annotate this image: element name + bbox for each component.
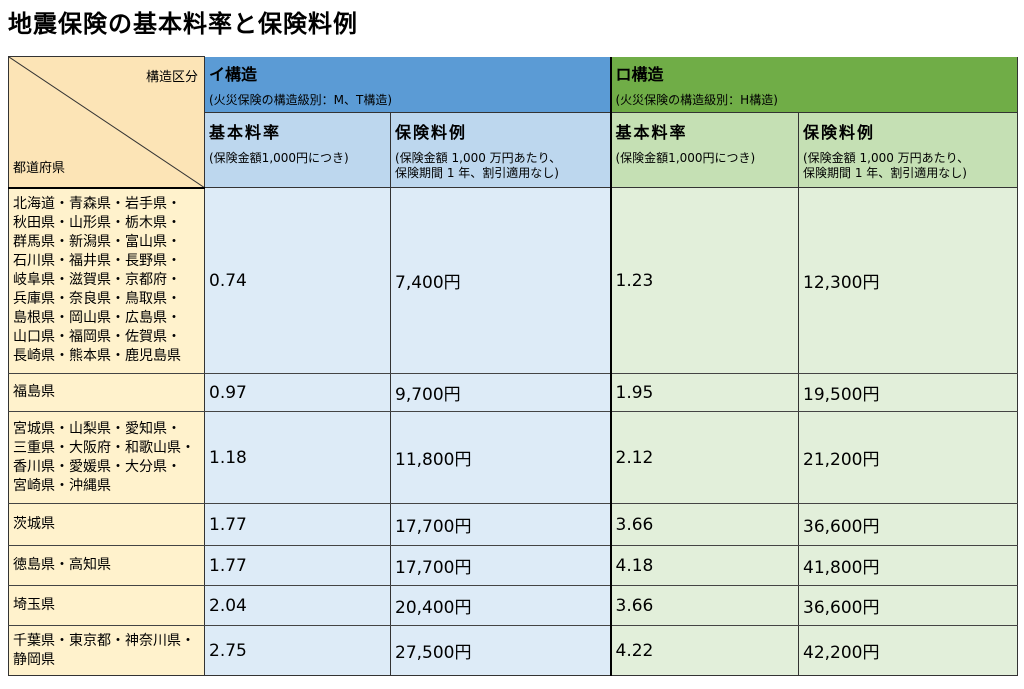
group-b-name: ロ構造 bbox=[615, 64, 664, 84]
a-rate-label: 基本料率 bbox=[209, 123, 282, 142]
b-premium-cell: 42,200円 bbox=[797, 625, 1019, 676]
b-premium-cell: 12,300円 bbox=[797, 187, 1019, 374]
b-premium-cell: 19,500円 bbox=[797, 373, 1019, 412]
prefecture-line: 島根県・岡山県・広島県・ bbox=[13, 310, 181, 327]
prefecture-line: 福島県 bbox=[13, 384, 55, 400]
b-premium-cell: 36,600円 bbox=[797, 503, 1019, 546]
b-rate-header: 基本料率 (保険金額1,000円につき) bbox=[610, 112, 799, 188]
prefecture-line: 茨城県 bbox=[13, 516, 55, 532]
a-premium-cell: 11,800円 bbox=[390, 411, 612, 504]
table-row: 宮城県・山梨県・愛知県・ 三重県・大阪府・和歌山県・ 香川県・愛媛県・大分県・ 宮崎県… bbox=[8, 411, 1019, 504]
prefecture-line: 埼玉県 bbox=[13, 597, 55, 613]
a-rate-header: 基本料率 (保険金額1,000円につき) bbox=[204, 112, 391, 188]
prefecture-line: 北海道・青森県・岩手県・ bbox=[13, 196, 181, 213]
prefecture-cell: 徳島県・高知県 bbox=[8, 545, 205, 586]
a-premium-label: 保険料例 bbox=[395, 123, 468, 142]
a-premium-cell: 9,700円 bbox=[390, 373, 612, 412]
prefecture-line: 三重県・大阪府・和歌山県・ bbox=[13, 439, 195, 456]
a-premium-cell: 27,500円 bbox=[390, 625, 612, 676]
b-premium-cell: 21,200円 bbox=[797, 411, 1019, 504]
prefecture-line: 兵庫県・奈良県・鳥取県・ bbox=[13, 291, 181, 308]
prefecture-cell: 北海道・青森県・岩手県・ 秋田県・山形県・栃木県・ 群馬県・新潟県・富山県・ 石川県・… bbox=[8, 187, 205, 374]
group-a-name: イ構造 bbox=[209, 64, 258, 84]
prefecture-line: 千葉県・東京都・神奈川県・ bbox=[13, 632, 195, 649]
a-rate-cell: 2.75 bbox=[204, 625, 391, 676]
earthquake-rate-table: 構造区分 都道府県 イ構造 (火災保険の構造級別：M、T構造) ロ構造 (火災保… bbox=[8, 56, 1019, 676]
a-rate-cell: 0.74 bbox=[204, 187, 391, 374]
b-premium-note: (保険金額 1,000 万円あたり、 保険期間 1 年、割引適用なし) bbox=[803, 151, 970, 180]
prefecture-line: 秋田県・山形県・栃木県・ bbox=[13, 215, 181, 232]
b-rate-cell: 3.66 bbox=[610, 585, 799, 626]
a-premium-cell: 17,700円 bbox=[390, 503, 612, 546]
b-rate-cell: 4.18 bbox=[610, 545, 799, 586]
a-rate-cell: 2.04 bbox=[204, 585, 391, 626]
a-premium-note: (保険金額 1,000 万円あたり、 保険期間 1 年、割引適用なし) bbox=[395, 151, 562, 180]
prefecture-line: 山口県・福岡県・佐賀県・ bbox=[13, 329, 181, 346]
structure-class-label: 構造区分 bbox=[145, 70, 198, 85]
prefecture-label: 都道府県 bbox=[13, 160, 66, 176]
a-rate-cell: 1.77 bbox=[204, 503, 391, 546]
a-rate-note: (保険金額1,000円につき) bbox=[209, 151, 349, 165]
b-rate-cell: 3.66 bbox=[610, 503, 799, 546]
b-premium-label: 保険料例 bbox=[803, 123, 876, 142]
group-a-subtitle: (火災保険の構造級別：M、T構造) bbox=[209, 92, 393, 107]
b-rate-cell: 2.12 bbox=[610, 411, 799, 504]
table-row: 千葉県・東京都・神奈川県・ 静岡県 2.75 27,500円 4.22 42,200円 bbox=[8, 625, 1019, 676]
prefecture-cell: 宮城県・山梨県・愛知県・ 三重県・大阪府・和歌山県・ 香川県・愛媛県・大分県・ 宮崎県… bbox=[8, 411, 205, 504]
b-rate-cell: 1.95 bbox=[610, 373, 799, 412]
prefecture-line: 群馬県・新潟県・富山県・ bbox=[13, 234, 181, 251]
diagonal-divider bbox=[9, 57, 203, 186]
table-row: 福島県 0.97 9,700円 1.95 19,500円 bbox=[8, 373, 1019, 412]
table-row: 茨城県 1.77 17,700円 3.66 36,600円 bbox=[8, 503, 1019, 546]
a-premium-header: 保険料例 (保険金額 1,000 万円あたり、 保険期間 1 年、割引適用なし) bbox=[390, 112, 612, 188]
b-premium-header: 保険料例 (保険金額 1,000 万円あたり、 保険期間 1 年、割引適用なし) bbox=[797, 112, 1019, 188]
group-b-header: ロ構造 (火災保険の構造級別：H構造) bbox=[609, 56, 1019, 113]
prefecture-cell: 埼玉県 bbox=[8, 585, 205, 626]
prefecture-cell: 福島県 bbox=[8, 373, 205, 412]
a-premium-cell: 20,400円 bbox=[390, 585, 612, 626]
table-row: 埼玉県 2.04 20,400円 3.66 36,600円 bbox=[8, 585, 1019, 626]
prefecture-line: 静岡県 bbox=[13, 651, 55, 668]
prefecture-cell: 千葉県・東京都・神奈川県・ 静岡県 bbox=[8, 625, 205, 676]
group-a-header: イ構造 (火災保険の構造級別：M、T構造) bbox=[204, 56, 612, 113]
b-premium-cell: 41,800円 bbox=[797, 545, 1019, 586]
a-rate-cell: 1.18 bbox=[204, 411, 391, 504]
a-premium-cell: 7,400円 bbox=[390, 187, 612, 374]
b-rate-cell: 1.23 bbox=[610, 187, 799, 374]
prefecture-line: 徳島県・高知県 bbox=[13, 557, 111, 573]
b-rate-cell: 4.22 bbox=[610, 625, 799, 676]
table-row: 北海道・青森県・岩手県・ 秋田県・山形県・栃木県・ 群馬県・新潟県・富山県・ 石川県・… bbox=[8, 187, 1019, 374]
group-b-subtitle: (火災保険の構造級別：H構造) bbox=[615, 92, 778, 107]
prefecture-line: 宮城県・山梨県・愛知県・ bbox=[13, 420, 181, 437]
prefecture-line: 長崎県・熊本県・鹿児島県 bbox=[13, 348, 181, 365]
b-premium-cell: 36,600円 bbox=[797, 585, 1019, 626]
a-premium-cell: 17,700円 bbox=[390, 545, 612, 586]
b-rate-label: 基本料率 bbox=[615, 123, 688, 142]
a-rate-cell: 0.97 bbox=[204, 373, 391, 412]
prefecture-line: 石川県・福井県・長野県・ bbox=[13, 253, 181, 270]
page-title: 地震保険の基本料率と保険料例 bbox=[8, 10, 358, 38]
b-rate-note: (保険金額1,000円につき) bbox=[615, 151, 756, 165]
a-rate-cell: 1.77 bbox=[204, 545, 391, 586]
prefecture-cell: 茨城県 bbox=[8, 503, 205, 546]
prefecture-line: 岐阜県・滋賀県・京都府・ bbox=[13, 272, 181, 289]
prefecture-line: 香川県・愛媛県・大分県・ bbox=[13, 458, 181, 475]
table-row: 徳島県・高知県 1.77 17,700円 4.18 41,800円 bbox=[8, 545, 1019, 586]
prefecture-line: 宮崎県・沖縄県 bbox=[13, 477, 111, 494]
header-corner: 構造区分 都道府県 bbox=[8, 56, 205, 189]
